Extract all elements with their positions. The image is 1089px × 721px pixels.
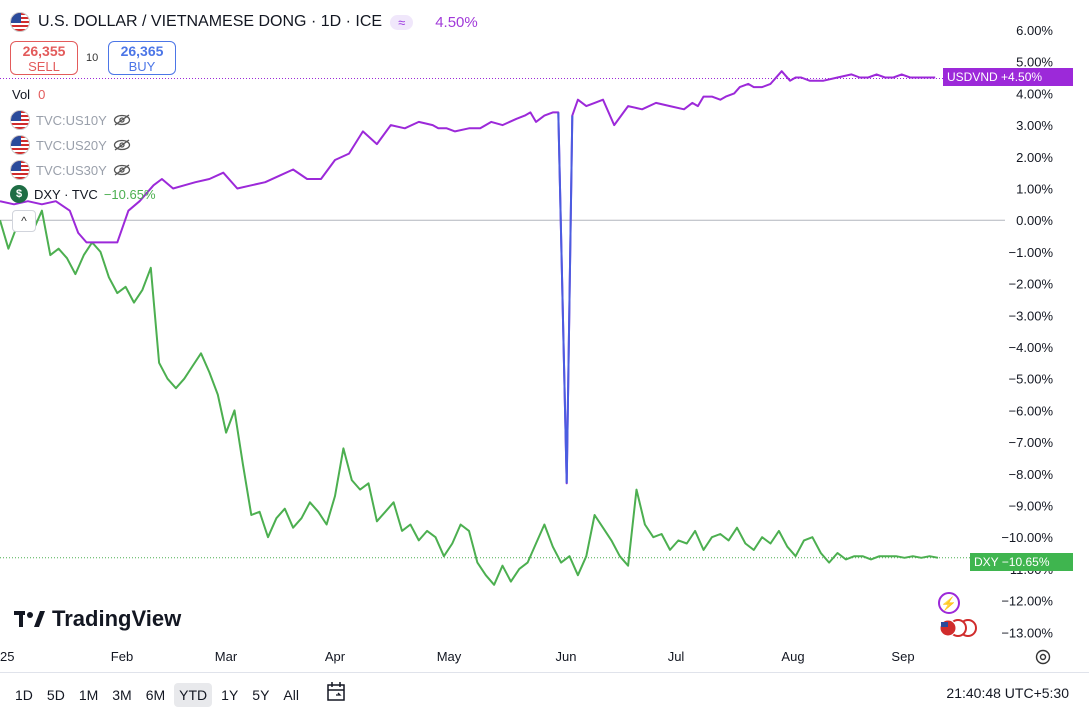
- us-flag-icon: [10, 160, 30, 180]
- timestamp[interactable]: 21:40:48 UTC+5:30: [946, 685, 1069, 701]
- collapse-legend-button[interactable]: ^: [12, 210, 36, 232]
- range-button-5y[interactable]: 5Y: [252, 687, 270, 703]
- y-axis-tick-label: −9.00%: [1009, 499, 1054, 514]
- y-axis-tick-label: 4.00%: [1016, 86, 1053, 101]
- y-axis-tick-label: 0.00%: [1016, 213, 1053, 228]
- x-axis-tick-label: Sep: [891, 649, 914, 664]
- x-axis-tick-label: Apr: [325, 649, 346, 664]
- dxy-legend-label: DXY · TVC: [34, 186, 98, 202]
- legend-label: TVC:US30Y: [36, 162, 107, 178]
- y-axis-tick-label: −6.00%: [1009, 403, 1054, 418]
- y-axis-tick-label: −2.00%: [1009, 277, 1054, 292]
- buy-price: 26,365: [120, 43, 164, 59]
- usdvnd-series-line: [0, 70, 936, 485]
- legend-label: TVC:US10Y: [36, 112, 107, 128]
- buy-label: BUY: [128, 59, 156, 74]
- eye-hidden-icon[interactable]: [113, 114, 131, 126]
- dxy-legend-change: −10.65%: [103, 186, 156, 202]
- sell-label: SELL: [28, 59, 60, 74]
- range-button-5d[interactable]: 5D: [46, 687, 65, 703]
- eye-hidden-icon[interactable]: [113, 139, 131, 151]
- x-axis-tick-label: Jul: [668, 649, 685, 664]
- y-axis-tick-label: −4.00%: [1009, 340, 1054, 355]
- date-range-calendar-icon[interactable]: [326, 681, 348, 703]
- us-flag-icon: [10, 135, 30, 155]
- bottom-toolbar: 1D 5D 1M 3M 6M YTD 1Y 5Y All 21:40:48 UTC+5:30: [0, 672, 1089, 721]
- x-axis-tick-label: Jun: [556, 649, 577, 664]
- y-axis-tick-label: 2.00%: [1016, 150, 1053, 165]
- legend-label: TVC:US20Y: [36, 137, 107, 153]
- eye-hidden-icon[interactable]: [113, 164, 131, 176]
- usdvnd-price-tag: USDVND +4.50%: [943, 68, 1073, 86]
- range-button-1d[interactable]: 1D: [15, 687, 33, 703]
- dxy-series-line: [0, 209, 939, 586]
- symbol-change: 4.50%: [435, 13, 478, 31]
- usdvnd-spike-line: [557, 112, 574, 484]
- range-button-1y[interactable]: 1Y: [221, 687, 239, 703]
- legend-us10y[interactable]: TVC:US10Y: [10, 110, 131, 130]
- range-button-3m[interactable]: 3M: [112, 687, 132, 703]
- range-button-all[interactable]: All: [283, 687, 299, 703]
- y-axis-tick-label: 6.00%: [1016, 23, 1053, 38]
- x-axis-tick-label: Mar: [215, 649, 238, 664]
- y-axis-tick-label: −7.00%: [1009, 435, 1054, 450]
- y-axis-tick-label: −3.00%: [1009, 308, 1054, 323]
- range-selector: 1D 5D 1M 3M 6M YTD 1Y 5Y All: [10, 683, 304, 707]
- tradingview-logo-icon: [14, 611, 45, 627]
- volume-indicator[interactable]: Vol 0: [12, 87, 45, 102]
- range-button-ytd[interactable]: YTD: [174, 683, 213, 707]
- logo-text: TradingView: [52, 606, 182, 631]
- legend-us30y[interactable]: TVC:US30Y: [10, 160, 131, 180]
- volume-value: 0: [38, 87, 46, 102]
- x-axis-tick-label: Feb: [111, 649, 133, 664]
- y-axis-tick-label: 5.00%: [1016, 55, 1053, 70]
- y-axis-tick-label: −1.00%: [1009, 245, 1054, 260]
- range-button-6m[interactable]: 6M: [145, 687, 166, 703]
- us-flags-icon[interactable]: [938, 618, 978, 638]
- legend-us20y[interactable]: TVC:US20Y: [10, 135, 131, 155]
- tradingview-logo[interactable]: TradingView: [14, 606, 181, 632]
- volume-label: Vol: [12, 87, 31, 102]
- y-axis-tick-label: 3.00%: [1016, 118, 1053, 133]
- chart-canvas[interactable]: 6.00% 5.00% 4.00% 3.00% 2.00% 1.00% 0.00% −1.00…: [0, 0, 1089, 672]
- spread-value: 10: [86, 52, 99, 64]
- compare-badge[interactable]: ≈: [390, 14, 414, 30]
- buy-button[interactable]: 26,365 BUY: [108, 41, 176, 75]
- us-flag-icon: [10, 12, 30, 32]
- legend-dxy[interactable]: $ DXY · TVC −10.65%: [10, 185, 156, 203]
- x-axis-tick-label: Aug: [781, 649, 804, 664]
- chart-header: U.S. DOLLAR / VIETNAMESE DONG · 1D · ICE…: [10, 12, 478, 32]
- sell-price: 26,355: [22, 43, 66, 59]
- lightning-icon[interactable]: ⚡: [938, 592, 960, 614]
- y-axis-tick-label: −5.00%: [1009, 372, 1054, 387]
- y-axis-tick-label: 1.00%: [1016, 182, 1053, 197]
- y-axis-tick-label: −13.00%: [1001, 625, 1053, 640]
- dxy-price-tag: DXY −10.65%: [970, 553, 1073, 571]
- range-button-1m[interactable]: 1M: [78, 687, 99, 703]
- y-axis-tick-label: −10.00%: [1001, 530, 1053, 545]
- symbol-title[interactable]: U.S. DOLLAR / VIETNAMESE DONG · 1D · ICE: [38, 13, 383, 30]
- y-axis-tick-label: −12.00%: [1001, 594, 1053, 609]
- dollar-icon: $: [10, 185, 28, 203]
- x-axis-tick-label: May: [437, 649, 462, 664]
- x-axis-tick-label: '25: [0, 649, 14, 664]
- settings-gear-icon[interactable]: [1034, 648, 1052, 666]
- y-axis-tick-label: −8.00%: [1009, 467, 1054, 482]
- us-flag-icon: [10, 110, 30, 130]
- sell-button[interactable]: 26,355 SELL: [10, 41, 78, 75]
